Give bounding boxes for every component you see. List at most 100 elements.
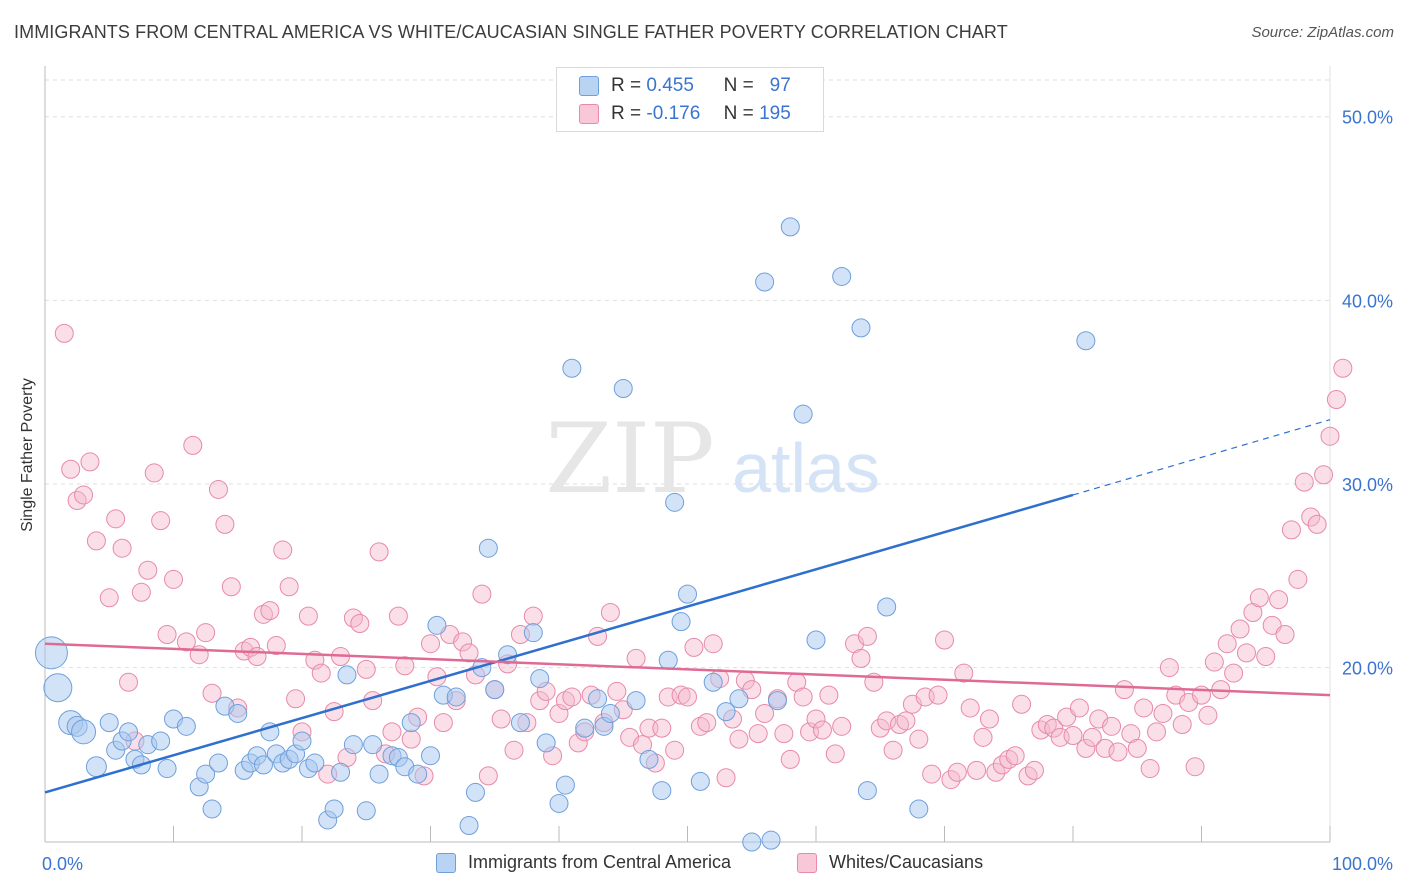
point-whites	[684, 637, 704, 657]
point-whites	[896, 711, 916, 731]
point-immigrants	[176, 716, 196, 736]
point-immigrants	[716, 702, 736, 722]
point-whites	[1153, 703, 1173, 723]
point-immigrants	[600, 703, 620, 723]
point-whites	[1249, 588, 1269, 608]
point-whites	[992, 755, 1012, 775]
point-whites	[1217, 634, 1237, 654]
point-whites	[729, 729, 749, 749]
legend-n-label: N =	[723, 103, 754, 124]
legend-swatch-blue	[579, 76, 599, 96]
point-whites	[1275, 625, 1295, 645]
point-immigrants	[761, 830, 781, 850]
point-immigrants	[690, 771, 710, 791]
point-whites	[1012, 694, 1032, 714]
point-whites	[947, 762, 967, 782]
point-whites	[478, 766, 498, 786]
legend-row-whites: R = -0.176 N = 195	[579, 101, 791, 127]
point-whites	[780, 749, 800, 769]
point-immigrants	[369, 764, 389, 784]
point-whites	[1307, 514, 1327, 534]
trend-line-immigrants	[44, 493, 1074, 794]
point-immigrants	[465, 782, 485, 802]
point-immigrants	[363, 735, 383, 755]
point-whites	[1127, 738, 1147, 758]
point-immigrants	[877, 597, 897, 617]
point-whites	[652, 718, 672, 738]
y-tick-label: 20.0%	[1342, 659, 1393, 679]
tick-labels: 20.0% 30.0% 40.0% 50.0% 0.0% 100.0%	[42, 108, 1393, 874]
point-whites	[151, 511, 171, 531]
point-whites	[119, 672, 139, 692]
point-whites	[1134, 698, 1154, 718]
point-whites	[922, 764, 942, 784]
legend-swatch-pink	[797, 852, 817, 873]
point-whites	[1256, 647, 1276, 667]
watermark-atlas: atlas	[732, 429, 880, 507]
point-whites	[1326, 389, 1346, 409]
point-whites	[851, 648, 871, 668]
point-whites	[1044, 718, 1064, 738]
point-whites	[395, 656, 415, 676]
point-immigrants	[832, 266, 852, 286]
point-immigrants	[151, 731, 171, 751]
point-whites	[530, 691, 550, 711]
point-whites	[1063, 726, 1083, 746]
point-whites	[433, 713, 453, 733]
point-immigrants	[196, 764, 216, 784]
chart-title: IMMIGRANTS FROM CENTRAL AMERICA VS WHITE…	[14, 22, 1008, 42]
x-tick-label-max: 100.0%	[1332, 854, 1393, 874]
point-whites	[112, 538, 132, 558]
point-whites	[960, 698, 980, 718]
point-immigrants	[613, 378, 633, 398]
point-whites	[1294, 472, 1314, 492]
legend-swatch-pink	[579, 104, 599, 124]
point-whites	[221, 577, 241, 597]
stats-legend: R = 0.455 N = 97 R = -0.176 N = 195	[556, 67, 824, 132]
point-whites	[298, 606, 318, 626]
point-immigrants	[678, 584, 697, 604]
point-whites	[279, 577, 299, 597]
point-whites	[260, 601, 280, 621]
point-whites	[164, 569, 183, 589]
point-whites	[626, 648, 646, 668]
point-immigrants	[331, 762, 351, 782]
point-immigrants	[157, 759, 177, 779]
legend-r-value: 0.455	[646, 75, 694, 96]
point-whites	[941, 770, 961, 790]
y-tick-label: 50.0%	[1342, 108, 1393, 128]
point-whites	[935, 630, 954, 650]
point-whites	[555, 691, 575, 711]
point-whites	[890, 714, 910, 734]
point-whites	[600, 602, 620, 622]
point-immigrants	[34, 636, 68, 670]
point-whites	[196, 623, 216, 643]
point-whites	[176, 632, 196, 652]
point-whites	[607, 681, 627, 701]
watermark: ZIP atlas	[545, 403, 880, 515]
point-whites	[208, 479, 228, 499]
point-whites	[1204, 652, 1224, 672]
point-whites	[1333, 358, 1353, 378]
point-immigrants	[292, 731, 312, 751]
point-whites	[202, 683, 222, 703]
point-immigrants	[324, 799, 344, 819]
point-immigrants	[536, 733, 556, 753]
y-tick-label: 40.0%	[1342, 291, 1393, 311]
point-whites	[1005, 746, 1025, 766]
point-whites	[421, 634, 440, 654]
point-whites	[832, 716, 852, 736]
point-immigrants	[1076, 331, 1096, 351]
point-immigrants	[337, 665, 357, 685]
point-immigrants	[427, 615, 447, 635]
series-legend: Immigrants from Central America Whites/C…	[0, 852, 1406, 878]
point-whites	[1320, 426, 1340, 446]
point-immigrants	[665, 492, 685, 512]
point-immigrants	[421, 746, 440, 766]
axes	[44, 66, 1331, 843]
point-whites	[54, 323, 74, 343]
point-immigrants	[119, 722, 139, 742]
point-whites	[1230, 619, 1250, 639]
point-whites	[80, 452, 100, 472]
point-whites	[703, 634, 723, 654]
